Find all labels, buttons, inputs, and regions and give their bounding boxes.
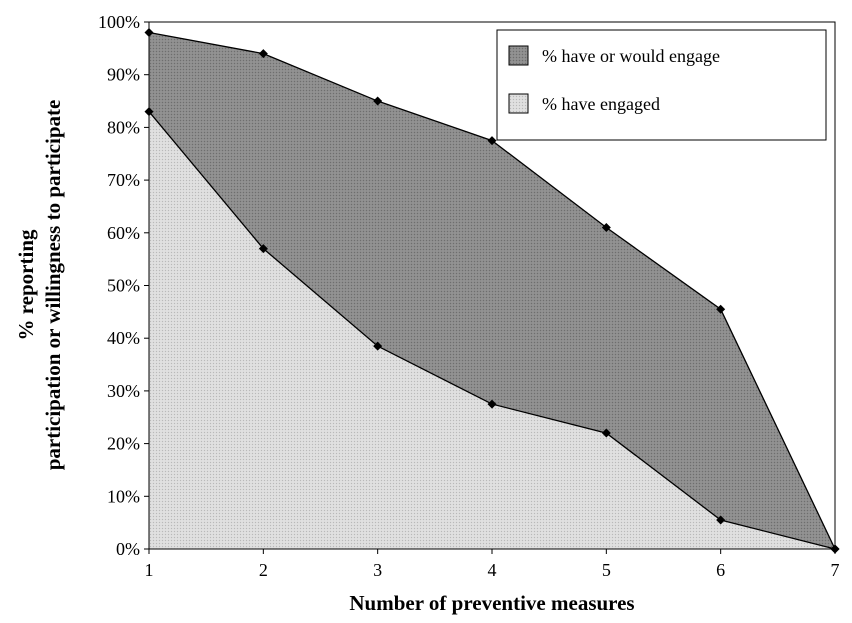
x-tick-label: 6	[716, 560, 725, 580]
y-axis: 0% 10% 20% 30% 40% 50% 60% 70% 80% 90% 100%	[98, 12, 149, 559]
legend: % have or would engage % have engaged	[496, 29, 827, 141]
y-tick-label: 20%	[107, 434, 140, 454]
marker-have-or-would-engage	[487, 136, 497, 146]
marker-have-engaged	[601, 428, 611, 438]
marker-have-engaged	[373, 341, 383, 351]
x-tick-label: 2	[259, 560, 268, 580]
y-axis-title-line-1: % reporting	[14, 229, 38, 341]
x-axis: 1 2 3 4 5 6 7	[145, 549, 840, 580]
marker-have-or-would-engage	[258, 49, 268, 59]
marker-have-or-would-engage	[601, 223, 611, 233]
legend-swatch-engaged	[508, 93, 529, 114]
y-tick-label: 40%	[107, 328, 140, 348]
y-tick-label: 50%	[107, 276, 140, 296]
y-tick-label: 10%	[107, 486, 140, 506]
y-tick-label: 80%	[107, 117, 140, 137]
x-tick-label: 3	[373, 560, 382, 580]
area-have-engaged	[149, 111, 835, 549]
marker-have-engaged	[487, 399, 497, 409]
plot-area	[144, 28, 840, 554]
marker-have-engaged	[258, 244, 268, 254]
x-tick-label: 1	[145, 560, 154, 580]
legend-box	[496, 29, 827, 141]
x-tick-label: 4	[488, 560, 497, 580]
x-axis-title: Number of preventive measures	[349, 591, 634, 615]
legend-label-engaged: % have engaged	[542, 94, 660, 114]
y-axis-title-line-2: participation or willingness to particip…	[41, 100, 65, 471]
marker-have-or-would-engage	[373, 96, 383, 106]
legend-label-engage: % have or would engage	[542, 46, 720, 66]
legend-swatch-engage	[508, 45, 529, 66]
x-tick-label: 7	[831, 560, 840, 580]
y-tick-label: 0%	[116, 539, 140, 559]
y-tick-label: 100%	[98, 12, 140, 32]
marker-have-engaged	[716, 515, 726, 525]
y-tick-label: 30%	[107, 381, 140, 401]
y-axis-title: % reporting participation or willingness…	[14, 100, 65, 471]
marker-have-or-would-engage	[716, 304, 726, 314]
y-tick-label: 90%	[107, 65, 140, 85]
x-tick-label: 5	[602, 560, 611, 580]
y-tick-label: 70%	[107, 170, 140, 190]
y-tick-label: 60%	[107, 223, 140, 243]
